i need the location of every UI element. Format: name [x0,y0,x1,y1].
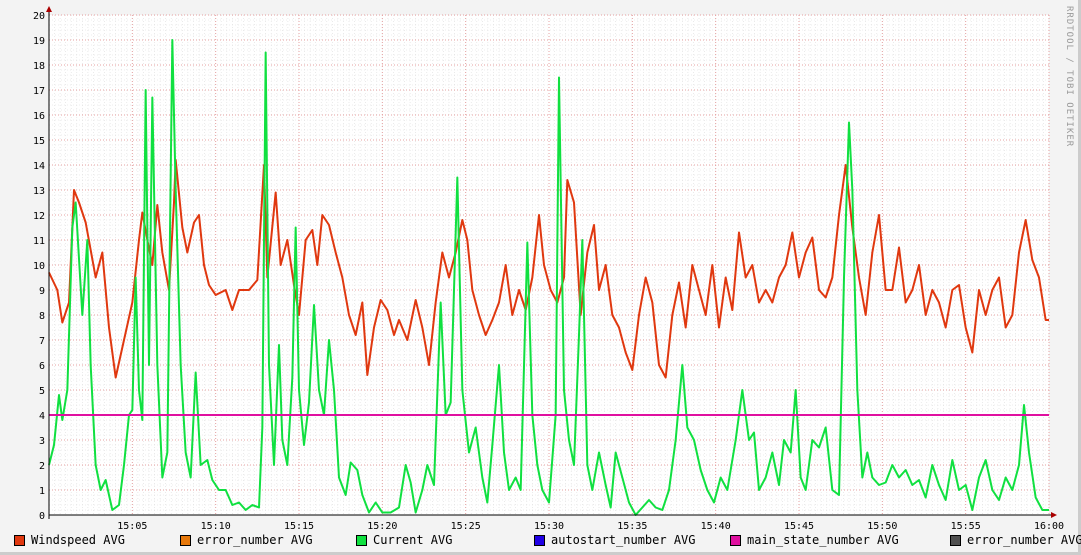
y-tick-label: 11 [33,236,45,247]
y-tick-label: 19 [33,36,45,47]
legend-item: Current AVG [356,533,534,547]
legend-item: Windspeed AVG [14,533,180,547]
x-tick-label: 15:20 [367,521,397,532]
y-tick-label: 8 [39,311,45,322]
y-tick-label: 17 [33,86,45,97]
legend-item: error_number AVG [180,533,356,547]
y-tick-label: 15 [33,136,45,147]
x-tick-label: 15:40 [701,521,731,532]
legend-label: error_number AVG [967,533,1081,547]
x-tick-label: 16:00 [1034,521,1064,532]
x-tick-label: 15:30 [534,521,564,532]
y-tick-label: 14 [33,161,45,172]
legend-swatch [730,534,741,546]
legend-swatch [14,534,25,546]
legend-swatch [950,534,961,546]
legend-item: autostart_number AVG [534,533,730,547]
x-tick-label: 15:55 [951,521,981,532]
x-tick-label: 15:25 [451,521,481,532]
y-tick-label: 10 [33,261,45,272]
x-tick-label: 15:05 [117,521,147,532]
y-tick-label: 0 [39,511,45,522]
legend-label: autostart_number AVG [551,533,696,547]
x-tick-label: 15:35 [617,521,647,532]
y-axis-arrow [46,6,52,12]
y-tick-label: 12 [33,211,45,222]
y-tick-label: 9 [39,286,45,297]
y-tick-label: 3 [39,436,45,447]
y-tick-label: 2 [39,461,45,472]
legend-label: error_number AVG [197,533,313,547]
series-line-current-avg [48,39,1049,516]
legend-swatch [180,534,191,546]
y-tick-label: 16 [33,111,45,122]
series-line-windspeed-avg [48,159,1049,379]
legend: Windspeed AVG error_number AVG Current AVG… [14,533,1081,547]
legend-swatch [356,534,367,546]
y-tick-label: 20 [33,11,45,22]
legend-label: main_state_number AVG [747,533,899,547]
y-tick-label: 18 [33,61,45,72]
watermark: RRDTOOL / TOBI OETIKER [1064,6,1074,148]
x-tick-label: 15:15 [284,521,314,532]
x-tick-label: 15:10 [201,521,231,532]
legend-swatch [534,534,545,546]
x-tick-label: 15:45 [784,521,814,532]
y-tick-label: 6 [39,361,45,372]
y-tick-label: 1 [39,486,45,497]
y-tick-label: 5 [39,386,45,397]
legend-label: Current AVG [373,533,453,547]
x-tick-label: 15:50 [867,521,897,532]
x-axis-arrow [1051,512,1057,518]
legend-item: main_state_number AVG [730,533,950,547]
y-tick-label: 13 [33,186,45,197]
y-tick-label: 7 [39,336,45,347]
legend-item: error_number AVG [950,533,1081,547]
legend-label: Windspeed AVG [31,533,125,547]
y-tick-label: 4 [39,411,45,422]
